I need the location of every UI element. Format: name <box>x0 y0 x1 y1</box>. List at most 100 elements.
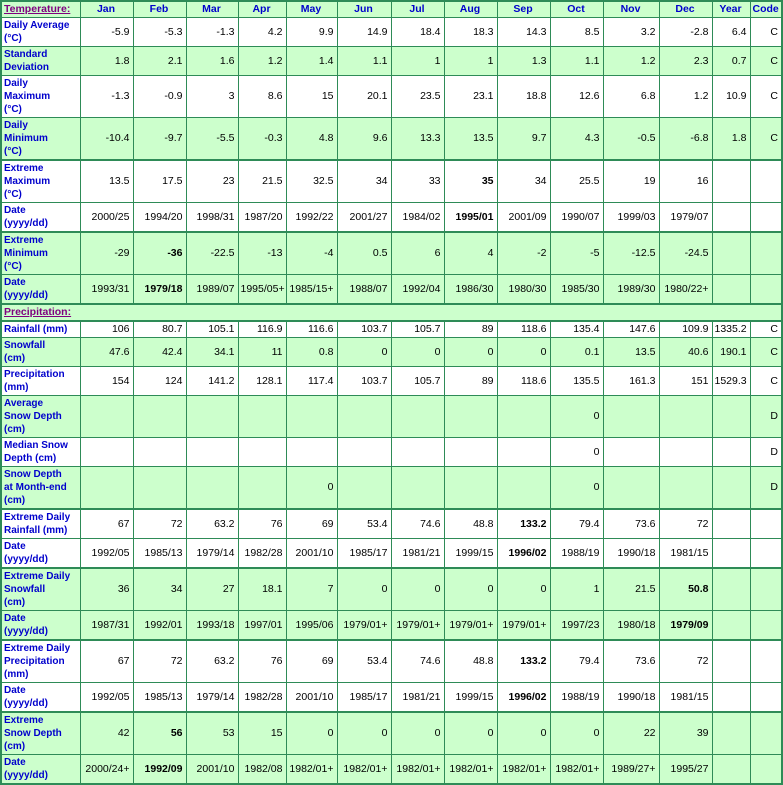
column-header-mar: Mar <box>185 0 239 18</box>
data-cell: 0 <box>549 711 604 755</box>
data-cell: 1992/22 <box>285 202 338 233</box>
code-cell: C <box>749 75 783 118</box>
data-cell: 124 <box>132 366 187 396</box>
year-cell <box>711 682 751 713</box>
year-cell: 6.4 <box>711 17 751 47</box>
data-cell <box>132 437 187 467</box>
data-cell: 133.2 <box>496 508 551 539</box>
data-cell: 14.3 <box>496 17 551 47</box>
data-cell: 1993/31 <box>79 274 134 305</box>
year-cell <box>711 231 751 275</box>
data-cell: 18.3 <box>443 17 498 47</box>
data-cell: 3.2 <box>602 17 660 47</box>
data-cell: -22.5 <box>185 231 239 275</box>
data-cell: 105.1 <box>185 320 239 338</box>
data-cell: 1979/14 <box>185 682 239 713</box>
data-cell: 23.5 <box>390 75 445 118</box>
year-cell <box>711 437 751 467</box>
data-cell <box>336 395 392 438</box>
data-cell: -10.4 <box>79 117 134 161</box>
data-cell: 103.7 <box>336 320 392 338</box>
data-cell: 53.4 <box>336 508 392 539</box>
section-link-temperature[interactable]: Temperature: <box>4 3 71 15</box>
data-cell <box>185 395 239 438</box>
section-header-row: Precipitation: <box>0 303 783 322</box>
data-cell: 0 <box>549 395 604 438</box>
data-cell <box>602 395 660 438</box>
year-cell <box>711 274 751 305</box>
data-cell: 48.8 <box>443 639 498 683</box>
data-cell <box>185 437 239 467</box>
data-cell: 19 <box>602 159 660 203</box>
data-cell: 18.4 <box>390 17 445 47</box>
code-cell <box>749 231 783 275</box>
data-cell: 72 <box>658 639 713 683</box>
table-row: Daily Minimum (°C) -10.4 -9.7 -5.5 -0.3 4.8 9.… <box>0 117 783 161</box>
data-cell: 118.6 <box>496 320 551 338</box>
data-cell: -0.5 <box>602 117 660 161</box>
header-row: Temperature: Jan Feb Mar Apr May Jun Jul Aug Sep O… <box>0 0 783 18</box>
data-cell: 1982/01+ <box>336 754 392 785</box>
data-cell: 0 <box>443 337 498 367</box>
data-cell: 135.5 <box>549 366 604 396</box>
data-cell: 1988/19 <box>549 538 604 569</box>
table-row: Average Snow Depth (cm) 0 D <box>0 395 783 438</box>
data-cell: 4 <box>443 231 498 275</box>
data-cell: 53 <box>185 711 239 755</box>
data-cell: 1982/01+ <box>390 754 445 785</box>
data-cell <box>336 437 392 467</box>
data-cell: 109.9 <box>658 320 713 338</box>
data-cell: 34.1 <box>185 337 239 367</box>
row-label: Date (yyyy/dd) <box>0 538 81 569</box>
data-cell: 0 <box>443 711 498 755</box>
data-cell: 9.9 <box>285 17 338 47</box>
column-header-nov: Nov <box>602 0 660 18</box>
data-cell: -0.3 <box>237 117 287 161</box>
column-header-jun: Jun <box>336 0 392 18</box>
data-cell: 128.1 <box>237 366 287 396</box>
data-cell: 1994/20 <box>132 202 187 233</box>
data-cell: 103.7 <box>336 366 392 396</box>
data-cell: 63.2 <box>185 508 239 539</box>
data-cell: 16 <box>658 159 713 203</box>
data-cell: 1987/31 <box>79 610 134 641</box>
data-cell: 161.3 <box>602 366 660 396</box>
column-header-sep: Sep <box>496 0 551 18</box>
data-cell: 0 <box>390 711 445 755</box>
data-cell: 1.2 <box>602 46 660 76</box>
row-label: Date (yyyy/dd) <box>0 754 81 785</box>
code-cell <box>749 711 783 755</box>
data-cell: 1.2 <box>658 75 713 118</box>
year-cell <box>711 202 751 233</box>
data-cell: -0.9 <box>132 75 187 118</box>
data-cell: 1982/28 <box>237 538 287 569</box>
data-cell: 105.7 <box>390 366 445 396</box>
table-row: Extreme Daily Snowfall (cm) 36 34 27 18.1 7 0 0… <box>0 567 783 611</box>
data-cell: 21.5 <box>237 159 287 203</box>
section-link-precipitation[interactable]: Precipitation: <box>4 306 72 318</box>
data-cell: 1996/02 <box>496 538 551 569</box>
data-cell: 1979/01+ <box>336 610 392 641</box>
year-cell: 1529.3 <box>711 366 751 396</box>
data-cell: 42 <box>79 711 134 755</box>
data-cell <box>443 466 498 510</box>
data-cell: 33 <box>390 159 445 203</box>
data-cell: 25.5 <box>549 159 604 203</box>
data-cell: 1999/15 <box>443 538 498 569</box>
data-cell: 0 <box>390 567 445 611</box>
data-cell: 105.7 <box>390 320 445 338</box>
code-cell <box>749 754 783 785</box>
row-label: Date (yyyy/dd) <box>0 682 81 713</box>
data-cell: 1980/22+ <box>658 274 713 305</box>
data-cell: 34 <box>496 159 551 203</box>
data-cell <box>443 395 498 438</box>
data-cell: 73.6 <box>602 508 660 539</box>
row-label: Date (yyyy/dd) <box>0 202 81 233</box>
data-cell: 1 <box>549 567 604 611</box>
data-cell: 69 <box>285 639 338 683</box>
data-cell <box>602 466 660 510</box>
data-cell: 1995/06 <box>285 610 338 641</box>
data-cell: 1992/05 <box>79 538 134 569</box>
data-cell: -12.5 <box>602 231 660 275</box>
